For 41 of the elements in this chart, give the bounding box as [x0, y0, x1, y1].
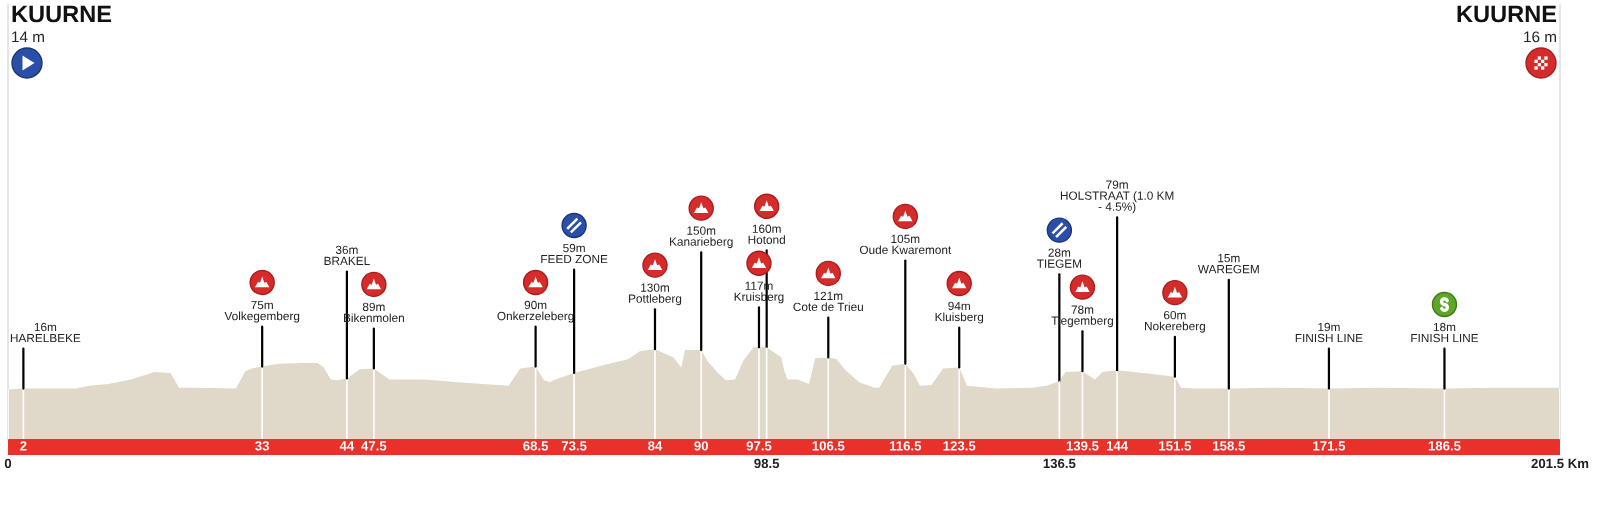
x2-tick-label: 201.5 Km [1531, 458, 1589, 469]
annotation: 60m Nokereberg [1145, 310, 1205, 333]
x-tick-label: 186.5 [1428, 441, 1461, 451]
x-tick-label: 44 [339, 441, 355, 451]
x-tick-label: 158.5 [1213, 441, 1245, 451]
x-tick-label: 151.5 [1159, 441, 1192, 451]
annotation: 90m Onkerzeleberg [497, 300, 574, 323]
annotation: 36m BRAKEL [324, 245, 370, 265]
x-tick-label: 90 [694, 441, 708, 451]
x2-tick-label: 136.5 [1043, 458, 1076, 469]
x-tick-label: 73.5 [561, 441, 587, 451]
annotation: 15m WAREGEM [1197, 254, 1259, 274]
x-tick-label: 33 [255, 441, 270, 451]
x-tick-label: 106.5 [812, 441, 845, 451]
annotation: 79m HOLSTRAAT (1.0 KM - 4.5%) [1060, 180, 1174, 214]
x-tick-label: 116.5 [890, 441, 922, 451]
x-tick-label: 144 [1106, 441, 1129, 451]
x-tick-label: 47.5 [361, 441, 387, 451]
text: KUURNE 16 m [1457, 5, 1557, 43]
annotation: 130m Pottleberg [629, 283, 682, 306]
x-tick-label: 123.5 [943, 441, 976, 451]
annotation: 18m FINISH LINE [1411, 322, 1479, 343]
annotation: 59m FEED ZONE [541, 243, 608, 264]
annotation: 121m Cote de Trieu [793, 291, 863, 312]
x-tick-label: 97.5 [746, 441, 772, 451]
x-tick-label: 2 [20, 441, 27, 451]
x2-tick-label: 0 [4, 458, 12, 469]
x-tick-label: 171.5 [1313, 441, 1346, 451]
text: KUURNE 14 m [12, 5, 112, 43]
annotation: 105m Oude Kwaremont [859, 234, 952, 255]
x-tick-label: 68.5 [523, 441, 549, 451]
annotation: 19m FINISH LINE [1295, 322, 1363, 343]
annotation: 150m Kanarieberg [670, 226, 733, 249]
annotation: 28m TIEGEM [1036, 248, 1082, 268]
annotation: 94m Kluisberg [935, 301, 984, 324]
annotation: 75m Volkegemberg [224, 300, 300, 323]
annotation: 160m Hotond [748, 224, 785, 244]
x-tick-label: 84 [648, 441, 663, 451]
annotation: 16m HARELBEKE [10, 322, 81, 343]
x-tick-label: 139.5 [1066, 441, 1099, 451]
x2-tick-label: 98.5 [754, 458, 780, 469]
